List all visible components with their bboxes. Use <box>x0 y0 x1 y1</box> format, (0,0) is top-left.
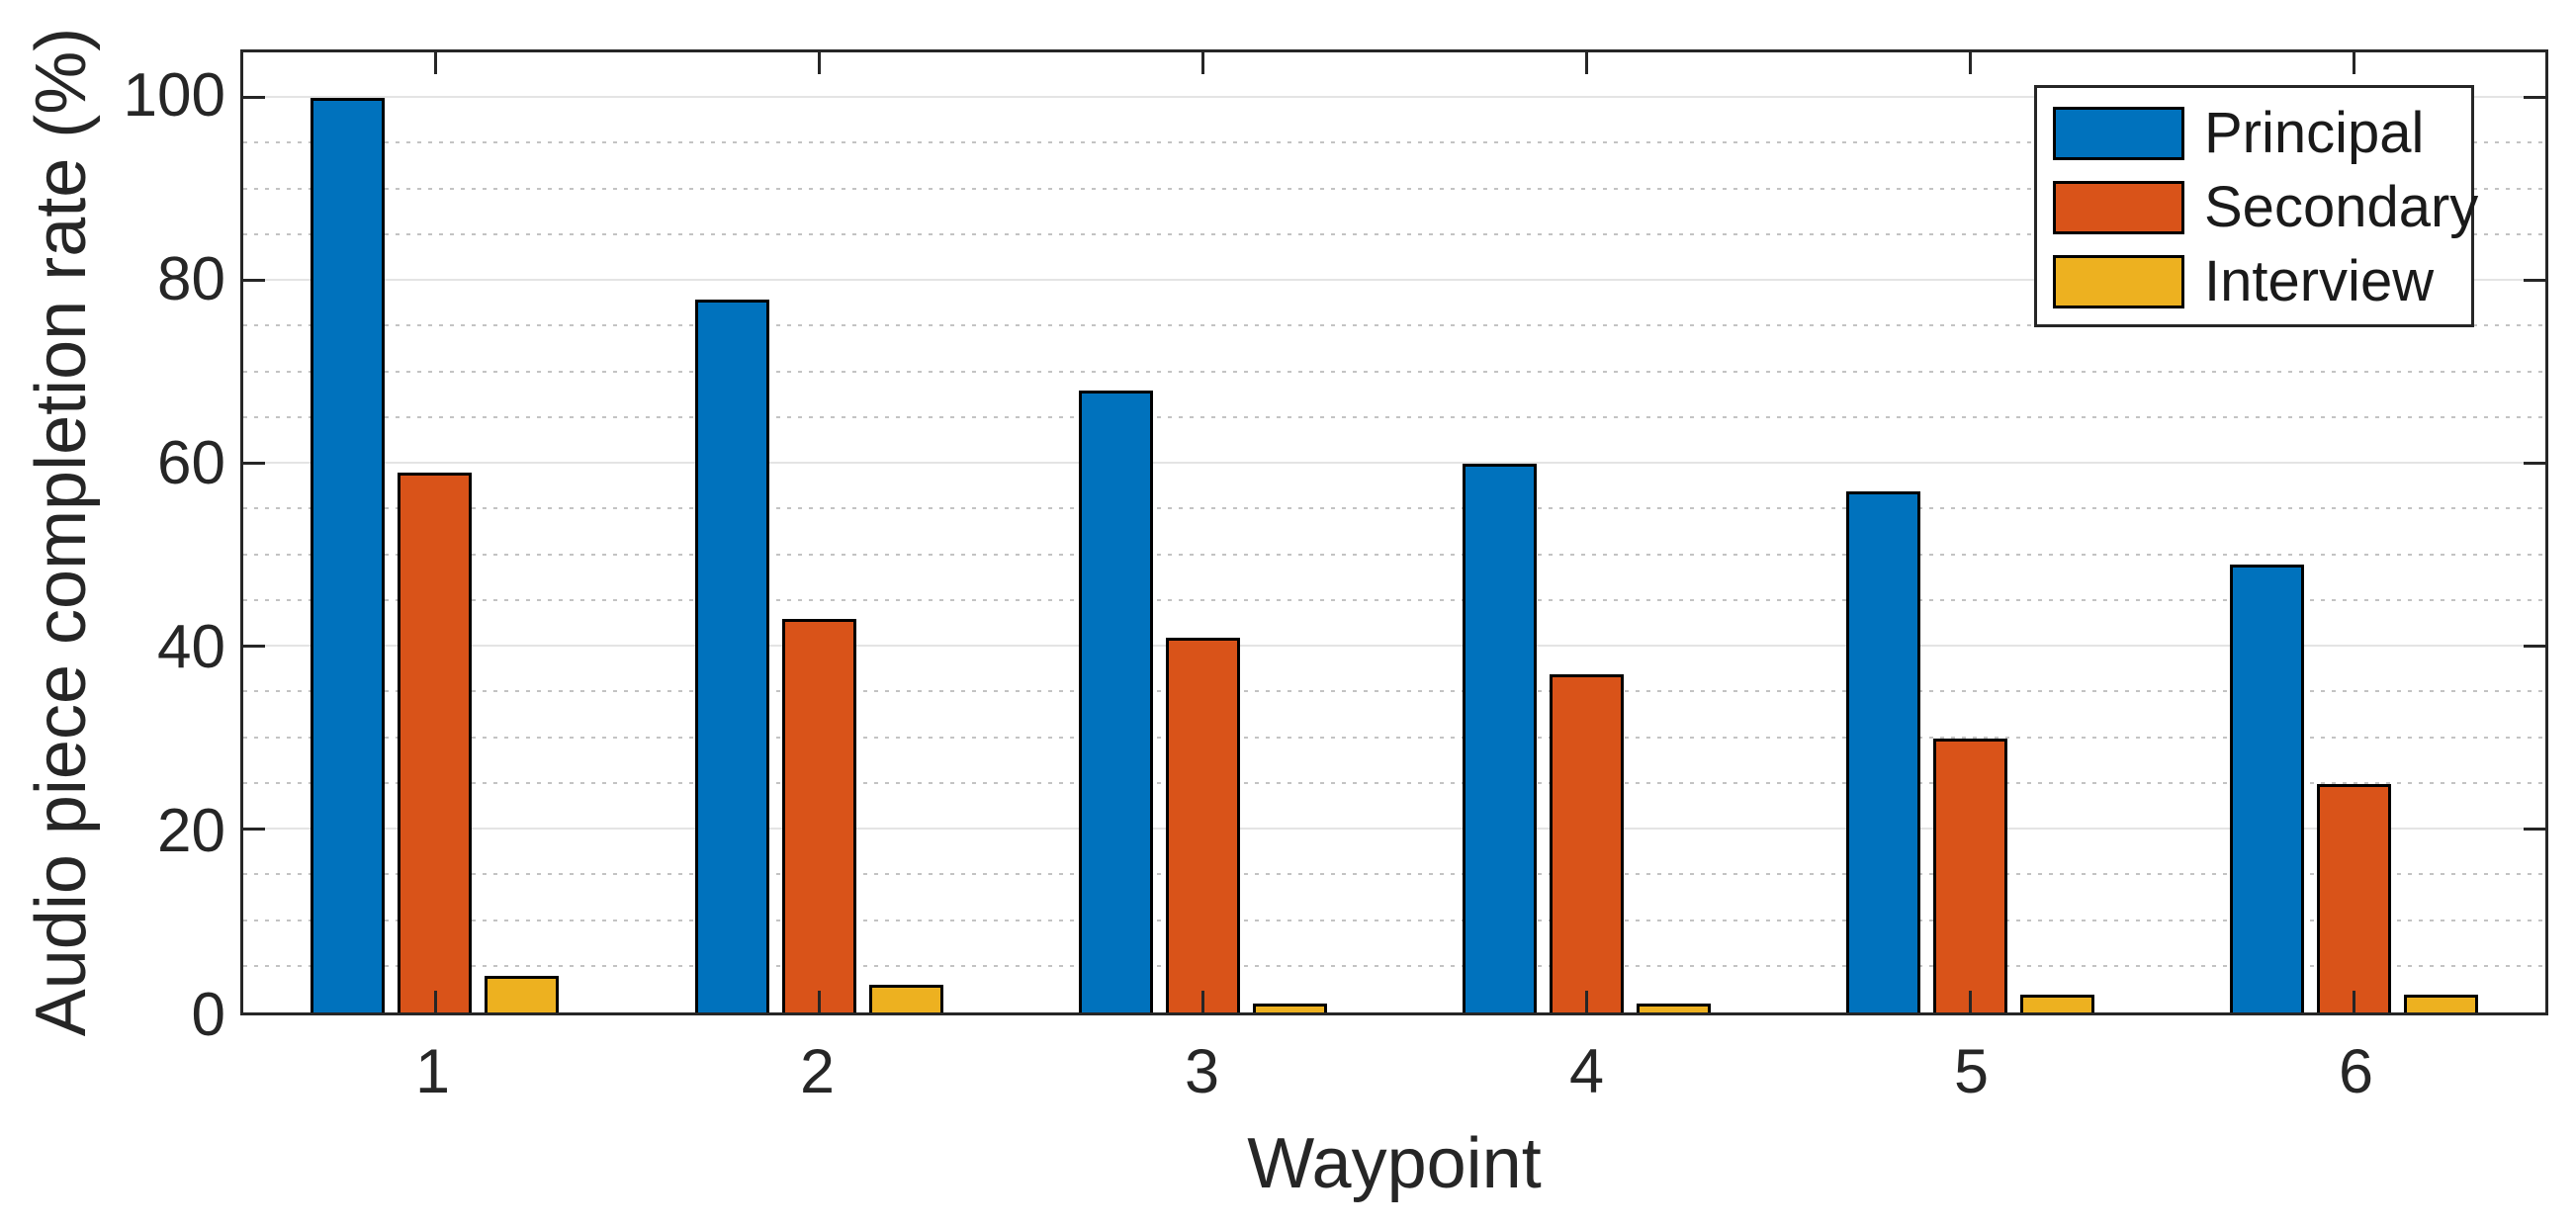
legend-item-principal: Principal <box>2053 105 2455 162</box>
legend-label-principal: Principal <box>2204 101 2425 165</box>
major-gridline-60 <box>243 462 2545 465</box>
major-gridline-40 <box>243 645 2545 648</box>
y-tick-label-0: 0 <box>191 981 225 1049</box>
minor-gridline-90 <box>243 187 2545 190</box>
minor-gridline-70 <box>243 370 2545 373</box>
bar-secondary-waypoint-2 <box>781 619 856 1012</box>
x-tick-label-5: 5 <box>1953 1037 1990 1106</box>
x-tick-bottom-1 <box>433 991 437 1012</box>
legend-item-secondary: Secondary <box>2053 179 2478 236</box>
minor-gridline-65 <box>243 415 2545 418</box>
major-gridline-20 <box>243 828 2545 831</box>
bar-principal-waypoint-5 <box>1845 490 1920 1012</box>
legend-swatch-principal <box>2053 107 2184 160</box>
legend-label-secondary: Secondary <box>2204 175 2479 239</box>
bar-interview-waypoint-2 <box>868 985 943 1012</box>
y-tick-left-60 <box>243 462 265 466</box>
x-tick-bottom-2 <box>818 991 821 1012</box>
major-gridline-80 <box>243 279 2545 282</box>
y-tick-right-40 <box>2524 645 2545 649</box>
minor-gridline-95 <box>243 141 2545 144</box>
legend: Principal Secondary Interview <box>2034 85 2478 327</box>
x-tick-top-5 <box>1969 52 1972 74</box>
minor-gridline-75 <box>243 324 2545 327</box>
x-tick-bottom-6 <box>2353 991 2355 1012</box>
x-tick-bottom-3 <box>1201 991 1204 1012</box>
y-tick-right-20 <box>2524 828 2545 832</box>
minor-gridline-10 <box>243 919 2545 921</box>
y-axis-label: Audio piece completion rate (%) <box>22 27 101 1037</box>
x-tick-top-4 <box>1585 52 1588 74</box>
legend-swatch-interview <box>2053 255 2184 308</box>
bar-interview-waypoint-3 <box>1252 1003 1327 1012</box>
y-tick-left-100 <box>243 96 265 100</box>
major-gridline-100 <box>243 96 2545 99</box>
minor-gridline-15 <box>243 873 2545 876</box>
bar-secondary-waypoint-5 <box>1932 738 2007 1012</box>
x-axis-label: Waypoint <box>1247 1124 1542 1203</box>
x-tick-label-2: 2 <box>799 1037 836 1106</box>
x-tick-top-2 <box>818 52 821 74</box>
bar-principal-waypoint-3 <box>1078 391 1153 1012</box>
bar-interview-waypoint-1 <box>485 976 560 1012</box>
minor-gridline-25 <box>243 781 2545 784</box>
y-tick-label-40: 40 <box>157 612 225 681</box>
y-tick-right-80 <box>2524 279 2545 283</box>
bar-secondary-waypoint-1 <box>398 473 473 1012</box>
y-tick-label-60: 60 <box>157 428 225 497</box>
y-tick-right-60 <box>2524 462 2545 466</box>
plot-area: Principal Secondary Interview <box>240 49 2548 1015</box>
bar-secondary-waypoint-4 <box>1549 673 1624 1012</box>
minor-gridline-30 <box>243 736 2545 739</box>
y-tick-left-40 <box>243 645 265 649</box>
x-tick-label-1: 1 <box>414 1037 451 1106</box>
y-tick-right-100 <box>2524 96 2545 100</box>
y-tick-label-20: 20 <box>157 796 225 865</box>
bar-interview-waypoint-4 <box>1636 1003 1711 1012</box>
y-tick-label-80: 80 <box>157 244 225 313</box>
bar-interview-waypoint-6 <box>2403 994 2478 1012</box>
bar-principal-waypoint-4 <box>1462 464 1537 1012</box>
y-tick-left-80 <box>243 279 265 283</box>
x-tick-bottom-5 <box>1969 991 1972 1012</box>
bar-principal-waypoint-2 <box>694 299 769 1012</box>
minor-gridline-45 <box>243 598 2545 601</box>
x-tick-label-6: 6 <box>2338 1037 2374 1106</box>
x-tick-label-4: 4 <box>1568 1037 1605 1106</box>
bar-principal-waypoint-6 <box>2229 564 2304 1012</box>
bar-interview-waypoint-5 <box>2019 994 2094 1012</box>
x-tick-top-3 <box>1201 52 1204 74</box>
x-tick-bottom-4 <box>1585 991 1588 1012</box>
bar-principal-waypoint-1 <box>311 98 386 1012</box>
minor-gridline-35 <box>243 690 2545 693</box>
minor-gridline-85 <box>243 232 2545 235</box>
bar-secondary-waypoint-3 <box>1165 637 1240 1012</box>
minor-gridline-55 <box>243 507 2545 510</box>
legend-swatch-secondary <box>2053 181 2184 234</box>
y-tick-label-100: 100 <box>123 60 225 130</box>
bar-secondary-waypoint-6 <box>2316 783 2391 1012</box>
legend-label-interview: Interview <box>2204 249 2435 313</box>
y-tick-left-20 <box>243 828 265 832</box>
minor-gridline-50 <box>243 553 2545 556</box>
x-tick-top-1 <box>433 52 437 74</box>
legend-item-interview: Interview <box>2053 253 2455 310</box>
x-tick-top-6 <box>2353 52 2355 74</box>
x-tick-label-3: 3 <box>1184 1037 1220 1106</box>
minor-gridline-5 <box>243 964 2545 967</box>
